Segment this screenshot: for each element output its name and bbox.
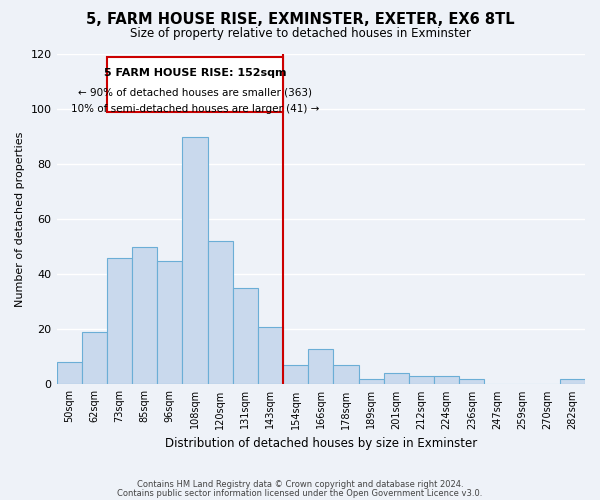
Bar [157,260,182,384]
Bar [182,136,208,384]
Bar [359,379,383,384]
Bar [383,374,409,384]
Bar [434,376,459,384]
Bar [208,241,233,384]
Bar [308,348,334,384]
Text: 5 FARM HOUSE RISE: 152sqm: 5 FARM HOUSE RISE: 152sqm [104,68,286,78]
Text: 10% of semi-detached houses are larger (41) →: 10% of semi-detached houses are larger (… [71,104,319,114]
Text: Size of property relative to detached houses in Exminster: Size of property relative to detached ho… [130,28,470,40]
Y-axis label: Number of detached properties: Number of detached properties [15,132,25,307]
Bar [233,288,258,384]
Text: Contains public sector information licensed under the Open Government Licence v3: Contains public sector information licen… [118,488,482,498]
Text: 5, FARM HOUSE RISE, EXMINSTER, EXETER, EX6 8TL: 5, FARM HOUSE RISE, EXMINSTER, EXETER, E… [86,12,514,28]
Text: Contains HM Land Registry data © Crown copyright and database right 2024.: Contains HM Land Registry data © Crown c… [137,480,463,489]
X-axis label: Distribution of detached houses by size in Exminster: Distribution of detached houses by size … [164,437,477,450]
Bar [258,326,283,384]
Bar [409,376,434,384]
Bar [283,365,308,384]
Bar [132,247,157,384]
Bar [56,362,82,384]
Bar [107,258,132,384]
Text: ← 90% of detached houses are smaller (363): ← 90% of detached houses are smaller (36… [78,87,312,97]
Bar [334,365,359,384]
Bar [82,332,107,384]
Bar [459,379,484,384]
FancyBboxPatch shape [107,57,283,112]
Bar [560,379,585,384]
